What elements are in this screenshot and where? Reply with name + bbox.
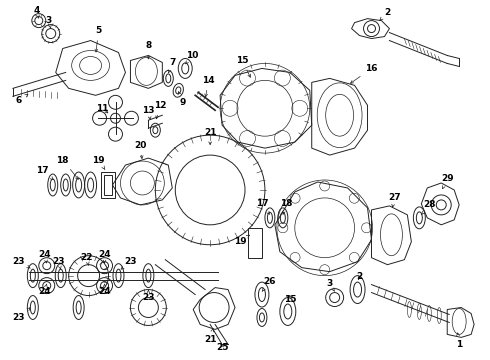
Text: 17: 17 [256, 199, 270, 214]
Bar [103, 175, 112, 195]
Text: 28: 28 [421, 201, 436, 215]
Text: 15: 15 [284, 295, 296, 304]
Text: 4: 4 [34, 6, 40, 18]
Text: 2: 2 [380, 8, 391, 21]
Bar [100, 172, 115, 198]
Text: 20: 20 [134, 141, 147, 158]
Text: 29: 29 [441, 174, 454, 189]
Text: 24: 24 [98, 284, 111, 296]
Text: 24: 24 [38, 284, 51, 296]
Text: 25: 25 [216, 343, 228, 352]
Text: 24: 24 [98, 250, 111, 263]
Text: 23: 23 [52, 257, 65, 269]
Text: 1: 1 [456, 333, 462, 349]
Text: 10: 10 [186, 51, 198, 64]
Text: 11: 11 [97, 104, 109, 113]
Text: 26: 26 [262, 277, 276, 291]
Text: 18: 18 [56, 156, 78, 179]
Text: 3: 3 [46, 16, 52, 28]
Text: 3: 3 [326, 279, 334, 291]
Text: 23: 23 [142, 290, 155, 302]
Bar [248, 228, 262, 258]
Text: 23: 23 [13, 257, 30, 268]
Text: 27: 27 [388, 193, 401, 207]
Text: 19: 19 [92, 156, 105, 170]
Text: 6: 6 [16, 94, 28, 105]
Text: 16: 16 [350, 64, 378, 83]
Text: 5: 5 [95, 26, 102, 52]
Text: 21: 21 [204, 128, 217, 145]
Text: 22: 22 [80, 253, 93, 265]
Text: 2: 2 [356, 272, 363, 281]
Text: 19: 19 [234, 235, 249, 246]
Text: 12: 12 [154, 101, 167, 119]
Text: 17: 17 [36, 166, 53, 180]
Text: 15: 15 [236, 56, 250, 77]
Text: 24: 24 [38, 250, 51, 263]
Text: 7: 7 [168, 58, 175, 73]
Text: 14: 14 [202, 76, 215, 97]
Text: 13: 13 [142, 106, 155, 120]
Text: 23: 23 [121, 257, 137, 269]
Text: 18: 18 [280, 199, 292, 214]
Text: 23: 23 [13, 308, 30, 322]
Text: 21: 21 [204, 329, 217, 344]
Text: 8: 8 [145, 41, 151, 59]
Text: 9: 9 [178, 92, 185, 107]
